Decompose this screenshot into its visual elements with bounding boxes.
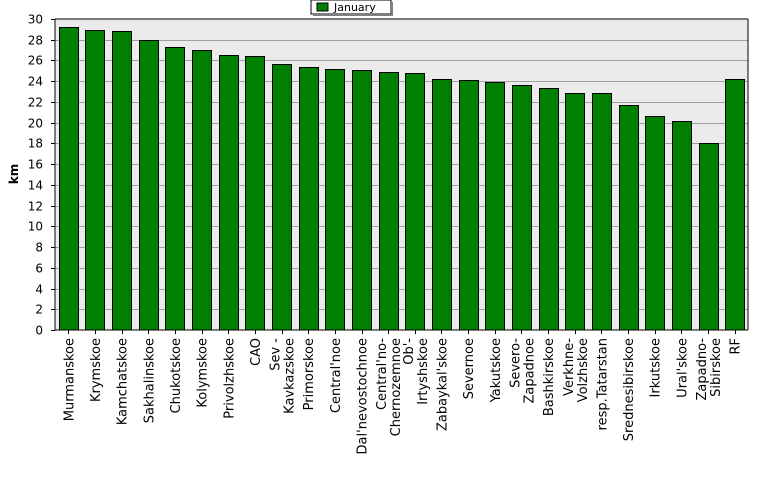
y-axis-label: km [7,164,21,184]
y-tick-label: 26 [28,54,43,68]
bar [459,80,479,331]
bar [405,73,425,331]
y-tick-label: 4 [35,283,43,297]
bar [165,47,185,331]
x-tick-label: Zabaykal'skoe [435,338,450,431]
bar [512,85,532,331]
chart-legend: January [310,0,393,16]
bar [619,105,639,331]
y-tick-label: 20 [28,117,43,131]
y-tick-label: 16 [28,158,43,172]
x-tick-label: resp.Tatarstan [595,338,610,430]
bar [699,143,719,331]
x-tick-label: Zapadnoe [522,338,537,404]
axes [54,18,749,331]
bar [299,67,319,331]
bar [485,82,505,331]
x-tick-label: Dal'nevostochnoe [356,338,371,454]
x-tick-label: Central'no- [375,338,390,410]
x-tick-label: Severo- [508,338,523,388]
x-tick-label: Primorskoe [302,338,317,410]
bar [432,79,452,331]
bar [565,93,585,331]
x-tick-label: CAO [249,338,264,366]
bar [139,40,159,331]
x-tick-label: Verkhne- [562,338,577,396]
x-tick-label: Irkutskoe [649,338,664,397]
y-tick-label: 6 [35,262,43,276]
x-tick-label: Sibirskoe [709,338,724,397]
y-tick-label: 2 [35,303,43,317]
y-tick-label: 18 [28,137,43,151]
y-tick-label: 24 [28,75,43,89]
x-tick-label: Privolzhskoe [222,338,237,419]
bar [672,121,692,331]
y-tick-label: 10 [28,220,43,234]
x-tick-label: Volzhskoe [576,338,591,402]
x-tick-label: Sev - [269,338,284,371]
bar [219,55,239,331]
bar [192,50,212,331]
bar [245,56,265,331]
x-tick-label: Chernozemnoe [389,338,404,436]
x-tick-label: Kolymskoe [196,338,211,408]
bar [59,27,79,331]
x-tick-label: Srednesibirskoe [622,338,637,441]
bar [539,88,559,331]
bar [85,30,105,331]
x-tick-label: Sakhalinskoe [142,338,157,423]
x-tick-label: Kavkazskoe [283,338,298,414]
x-tick-label: Central'noe [329,338,344,413]
legend-label: January [333,1,376,14]
x-tick-label: Yakutskoe [489,338,504,403]
x-tick-label: Krymskoe [89,338,104,402]
bar [352,70,372,331]
x-tick-label: Severnoe [462,338,477,399]
x-tick-label: RF [729,338,744,355]
legend-swatch [316,2,329,12]
x-tick-label: Bashkirskoe [542,338,557,416]
x-tick-label: Ural'skoe [675,338,690,398]
x-tick-label: Murmanskoe [62,338,77,421]
y-tick-label: 30 [28,13,43,27]
bar [112,31,132,331]
bar [725,79,745,331]
x-axis-labels: Murmanskoe Krymskoe Kamchatskoe Sakhalinsko… [62,330,744,454]
x-tick-label: Irtyshskoe [416,338,431,405]
y-tick-label: 12 [28,200,43,214]
x-tick-label: Chukotskoe [169,338,184,413]
bar [325,69,345,331]
x-tick-label: Ob'- [402,338,417,365]
x-tick-label: Zapadno- [695,338,710,401]
y-tick-label: 28 [28,34,43,48]
bar [592,93,612,331]
bar [645,116,665,331]
y-tick-label: 0 [35,324,43,338]
y-tick-label: 14 [28,179,43,193]
bar [272,64,292,331]
x-tick-label: Kamchatskoe [116,338,131,425]
y-tick-label: 22 [28,96,43,110]
bar [379,72,399,331]
bars [59,27,745,331]
y-tick-label: 8 [35,241,43,255]
